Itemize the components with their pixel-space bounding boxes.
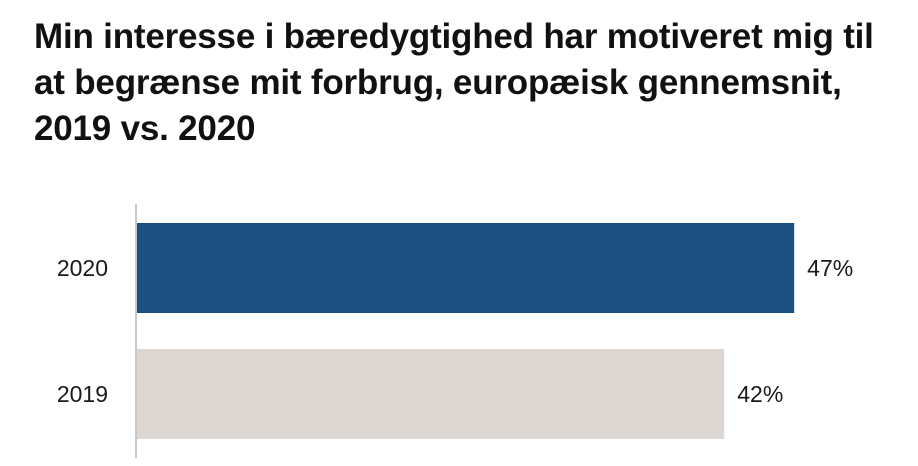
category-label-2020: 2020	[57, 255, 108, 281]
bars-group: 2020 47% 2019 42%	[57, 223, 853, 439]
bar-2019	[137, 349, 725, 439]
chart-title: Min interesse i bæredygtighed har motive…	[34, 17, 874, 148]
category-label-2019: 2019	[57, 381, 108, 407]
bar-2020	[137, 223, 795, 313]
value-label-2019: 42%	[737, 381, 783, 407]
value-label-2020: 47%	[807, 255, 853, 281]
